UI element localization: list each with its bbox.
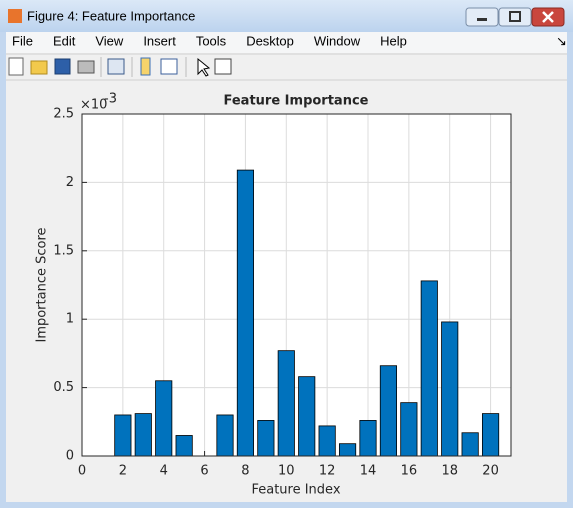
app-icon <box>8 9 22 23</box>
x-tick-label: 2 <box>119 464 127 479</box>
bar <box>216 414 234 457</box>
menu-dock-arrow[interactable]: ↘ <box>556 33 567 48</box>
x-tick-label: 12 <box>319 464 336 479</box>
y-tick-label: 0 <box>66 449 74 464</box>
y-tick-label: 0.5 <box>53 380 74 395</box>
pointer-icon[interactable] <box>197 57 211 77</box>
bar <box>461 432 479 457</box>
plot-area <box>82 114 511 456</box>
bar <box>236 169 254 457</box>
bar <box>134 413 152 457</box>
x-tick-label: 10 <box>278 464 295 479</box>
x-tick-label: 18 <box>441 464 458 479</box>
bar <box>441 321 459 457</box>
bar <box>359 420 377 457</box>
bar <box>318 425 336 457</box>
property-icon[interactable] <box>214 58 232 75</box>
y-tick-label: 2.5 <box>53 107 74 122</box>
chart-title: Feature Importance <box>224 94 369 109</box>
minimize-button[interactable] <box>465 7 499 27</box>
axes-box <box>81 113 512 457</box>
x-tick-label: 14 <box>360 464 377 479</box>
menu-item[interactable]: Window <box>314 33 361 48</box>
y-tick-label: 1.5 <box>53 243 74 258</box>
new-icon[interactable] <box>8 57 24 76</box>
x-tick-label: 8 <box>241 464 249 479</box>
menu-bar <box>6 32 567 53</box>
x-tick-label: 20 <box>482 464 499 479</box>
y-tick-label: 2 <box>66 175 74 190</box>
x-axis-label: Feature Index <box>251 483 340 498</box>
y-exponent-base: ×10 <box>80 98 107 113</box>
axes <box>81 113 512 457</box>
legend-icon[interactable] <box>160 58 178 75</box>
menu-items: File Edit View Insert Tools Desktop Window Help <box>12 33 407 48</box>
toolbar <box>8 57 232 77</box>
x-tick-label: 0 <box>78 464 86 479</box>
menu-item[interactable]: File <box>12 33 33 48</box>
open-icon[interactable] <box>30 60 48 75</box>
y-tick-label: 1 <box>66 312 74 327</box>
menu-item[interactable]: Desktop <box>246 33 294 48</box>
print-icon[interactable] <box>77 60 95 74</box>
bar <box>257 420 275 457</box>
menu-item[interactable]: Edit <box>53 33 76 48</box>
x-tick-label: 4 <box>160 464 168 479</box>
maximize-icon <box>509 11 521 22</box>
bar <box>481 413 500 457</box>
bar <box>175 435 193 457</box>
colorbar-icon[interactable] <box>140 57 151 76</box>
x-tick-label: 16 <box>401 464 418 479</box>
menu-item[interactable]: Help <box>380 33 407 48</box>
save-icon[interactable] <box>54 58 71 75</box>
bar <box>338 443 357 457</box>
close-icon <box>542 11 554 23</box>
bar <box>155 380 173 457</box>
bar <box>379 365 397 457</box>
maximize-button[interactable] <box>498 7 532 27</box>
x-tick-label: 6 <box>200 464 208 479</box>
menu-item[interactable]: Tools <box>196 33 227 48</box>
bar <box>277 350 295 457</box>
bar <box>400 402 418 457</box>
menu-item[interactable]: Insert <box>143 33 176 48</box>
window-title: Figure 4: Feature Importance <box>27 8 195 23</box>
y-axis-label: Importance Score <box>35 227 50 342</box>
y-exponent-power: -3 <box>104 92 117 107</box>
minimize-icon <box>477 18 487 21</box>
link-icon[interactable] <box>107 58 125 75</box>
bar <box>420 280 438 457</box>
bar <box>298 376 316 457</box>
bar <box>114 414 132 457</box>
menu-item[interactable]: View <box>95 33 124 48</box>
